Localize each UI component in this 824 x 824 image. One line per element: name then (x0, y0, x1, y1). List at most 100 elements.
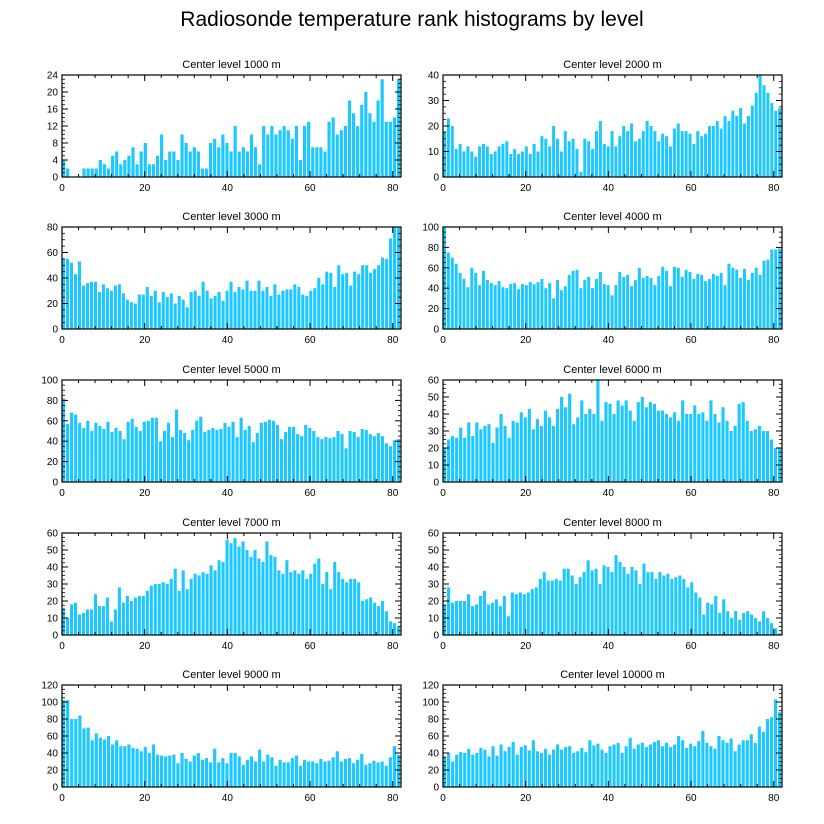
histogram-bar (762, 260, 766, 329)
histogram-bar (493, 285, 497, 329)
histogram-bar (377, 265, 381, 329)
y-tick-label: 20 (47, 299, 59, 310)
histogram-bar (307, 761, 311, 787)
histogram-bar (111, 744, 115, 787)
histogram-bar (749, 734, 753, 787)
histogram-bar (225, 539, 229, 635)
histogram-bar (143, 747, 147, 787)
histogram-bar (253, 290, 257, 329)
y-tick-label: 40 (47, 274, 59, 285)
histogram-bar (265, 541, 269, 635)
panel-title: Center level 2000 m (563, 59, 661, 71)
histogram-bar (528, 282, 532, 329)
histogram-bar (548, 146, 552, 177)
histogram-bar (653, 285, 657, 329)
histogram-bar (98, 160, 102, 177)
histogram-bar (311, 761, 315, 787)
histogram-bar (729, 431, 733, 482)
y-tick-label: 40 (428, 284, 440, 295)
x-tick-label: 60 (685, 488, 697, 499)
histogram-bar (145, 286, 149, 329)
histogram-bar (340, 434, 344, 482)
histogram-bar (701, 412, 705, 482)
histogram-bar (735, 269, 739, 329)
histogram-bar (551, 425, 556, 482)
histogram-bar (757, 726, 761, 787)
y-tick-label: 120 (41, 681, 58, 692)
histogram-bar (321, 284, 325, 330)
histogram-bar (709, 400, 713, 482)
histogram-bar (766, 618, 770, 635)
histogram-bar (646, 572, 650, 635)
histogram-bar (74, 414, 78, 482)
histogram-bar (471, 754, 475, 787)
histogram-bar (758, 75, 762, 177)
histogram-bar (297, 573, 301, 635)
histogram-bar (648, 402, 652, 482)
histogram-bar (329, 272, 333, 329)
histogram-bar (294, 755, 298, 787)
histogram-bar (499, 414, 503, 482)
histogram-bar (138, 431, 142, 482)
histogram-bar (335, 751, 339, 787)
histogram-bar (592, 745, 596, 787)
histogram-bar (381, 601, 385, 635)
histogram-bar (285, 560, 289, 635)
histogram-bar (641, 278, 645, 329)
y-tick-label: 60 (428, 376, 440, 387)
histogram-bar (604, 753, 608, 787)
histogram-bar (62, 258, 66, 330)
histogram-bar (296, 434, 300, 482)
main-title: Radiosonde temperature rank histograms b… (180, 8, 644, 31)
histogram-bar (312, 431, 316, 482)
histogram-bar (514, 594, 518, 635)
histogram-bar (459, 752, 463, 787)
panel-title: Center level 6000 m (563, 364, 661, 376)
x-tick-label: 80 (768, 488, 780, 499)
histogram-bar (572, 753, 576, 787)
histogram-bar (723, 285, 727, 329)
histogram-bar (392, 440, 397, 482)
histogram-bar (570, 575, 574, 635)
histogram-bar (454, 601, 459, 635)
histogram-bar (527, 408, 531, 482)
histogram-bar (261, 290, 265, 329)
histogram-bar (696, 131, 700, 177)
histogram-bar (225, 290, 229, 329)
x-tick-label: 20 (520, 335, 532, 346)
y-tick-label: 10 (47, 614, 59, 625)
histogram-bar (594, 131, 598, 177)
x-tick-label: 20 (139, 488, 151, 499)
histogram-bar (73, 274, 78, 329)
histogram-bar (74, 719, 78, 787)
x-tick-label: 20 (139, 335, 151, 346)
y-tick-label: 60 (47, 529, 59, 540)
histogram-bar (94, 422, 98, 482)
y-tick-label: 80 (47, 715, 59, 726)
histogram-bar (610, 131, 614, 177)
histogram-bar (717, 736, 721, 787)
y-tick-label: 0 (433, 325, 439, 336)
histogram-bar (505, 288, 509, 329)
histogram-bar (451, 436, 455, 482)
histogram-bar (497, 281, 501, 329)
histogram-bar (70, 719, 74, 787)
histogram-bar (273, 556, 277, 635)
histogram-bar (475, 753, 479, 787)
histogram-bar (197, 575, 201, 635)
x-tick-label: 40 (222, 641, 234, 652)
histogram-bar (94, 168, 98, 177)
histogram-bar (656, 410, 661, 482)
histogram-bar (721, 740, 725, 787)
histogram-bar (583, 138, 587, 177)
histogram-bar (195, 420, 199, 482)
histogram-bar (184, 758, 188, 787)
histogram-bar (725, 742, 729, 787)
histogram-bar (770, 249, 774, 329)
histogram-panel: Center level 3000 m 0 20 40 60 80 0 20 40 60 80 (47, 211, 402, 346)
histogram-bar (634, 570, 638, 635)
histogram-bar (245, 151, 249, 177)
histogram-bar (462, 279, 466, 329)
y-tick-label: 24 (47, 71, 59, 82)
histogram-bar (293, 570, 297, 635)
